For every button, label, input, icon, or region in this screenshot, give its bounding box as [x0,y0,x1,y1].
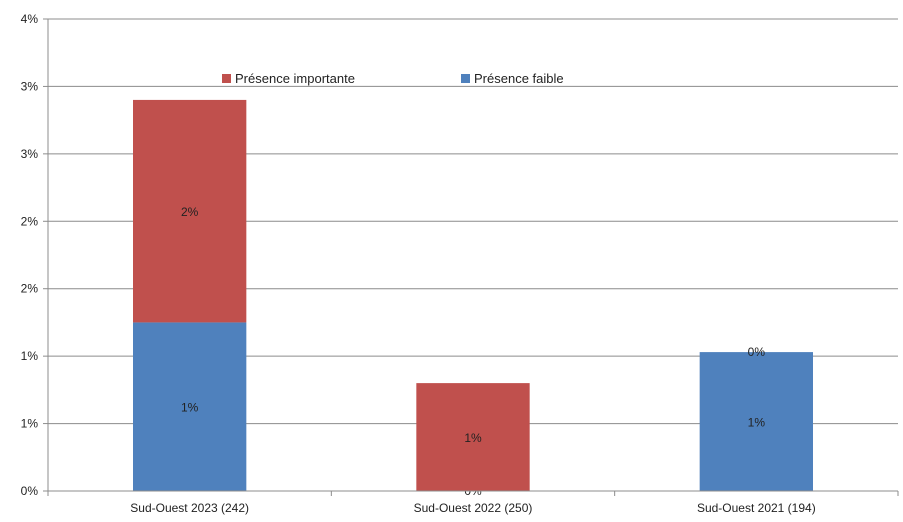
legend: Présence importante Présence faible [222,71,564,86]
y-tick-label: 2% [21,282,39,296]
y-tick-label: 1% [21,417,39,431]
legend-swatch [222,74,231,83]
bar-segment [133,99,247,323]
legend-label: Présence faible [474,71,564,86]
legend-swatch [461,74,470,83]
y-tick-label: 0% [21,484,39,498]
y-axis: 0% 1% 1% 2% 2% 3% 3% 4% [21,12,49,498]
legend-entry: Présence importante [222,71,355,86]
bar-segment [133,322,247,491]
x-tick-label: Sud-Ouest 2021 (194) [697,501,816,515]
data-label: 0% [748,345,766,359]
data-label: 1% [748,416,766,430]
bar-segment [699,352,813,491]
bar-segment [416,383,530,491]
y-tick-label: 3% [21,79,39,93]
x-axis: Sud-Ouest 2023 (242) Sud-Ouest 2022 (250)… [47,490,899,515]
legend-entry: Présence faible [461,71,564,86]
data-label: 2% [181,205,199,219]
x-tick-label: Sud-Ouest 2023 (242) [130,501,249,515]
y-tick-label: 1% [21,349,39,363]
y-tick-label: 4% [21,12,39,26]
x-tick-label: Sud-Ouest 2022 (250) [414,501,533,515]
y-tick-label: 3% [21,147,39,161]
legend-label: Présence importante [235,71,355,86]
y-tick-label: 2% [21,214,39,228]
data-label: 1% [181,401,199,415]
data-label: 1% [464,431,482,445]
bars: 1%2%0%1%1%0% [133,99,813,498]
